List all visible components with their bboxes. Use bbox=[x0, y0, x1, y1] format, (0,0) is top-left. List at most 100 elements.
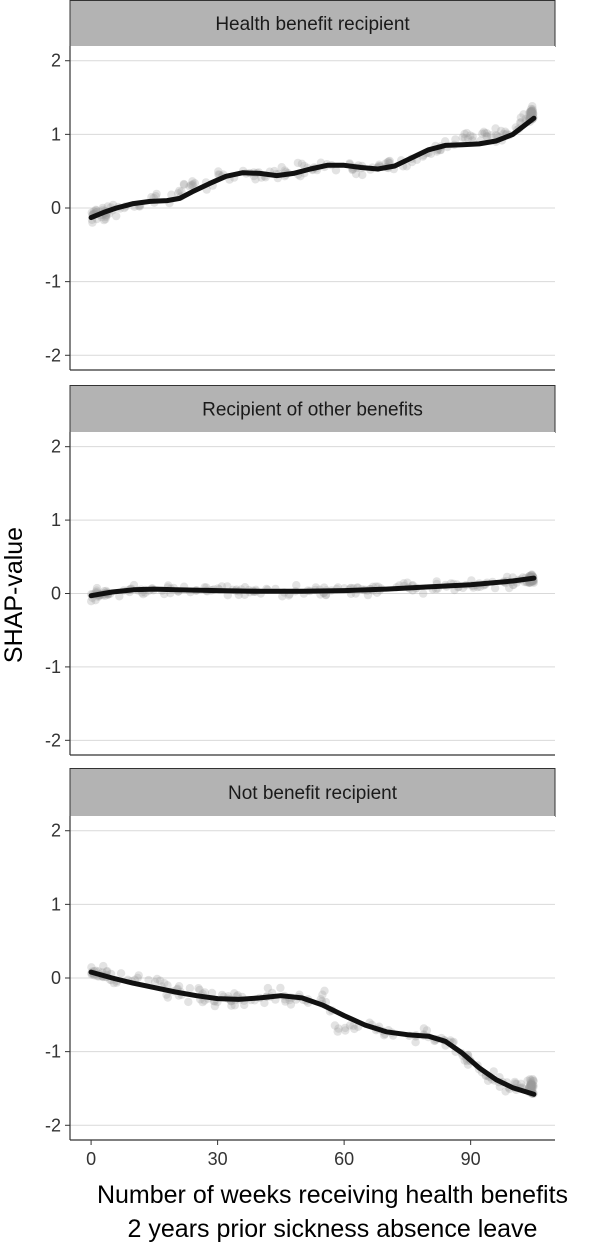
data-point bbox=[188, 177, 197, 186]
data-point bbox=[350, 1024, 359, 1034]
data-point bbox=[334, 1024, 343, 1033]
data-point bbox=[341, 1026, 350, 1035]
data-point bbox=[529, 1083, 538, 1092]
data-point bbox=[276, 983, 285, 993]
data-point bbox=[292, 581, 301, 590]
data-point bbox=[198, 997, 207, 1007]
data-point bbox=[462, 128, 471, 138]
data-point bbox=[527, 107, 536, 116]
data-point bbox=[496, 126, 506, 136]
y-tick-label: -1 bbox=[45, 272, 61, 292]
data-point bbox=[194, 984, 203, 993]
data-point bbox=[160, 978, 169, 988]
data-point bbox=[519, 110, 528, 119]
data-point bbox=[486, 131, 496, 140]
data-point bbox=[525, 1082, 535, 1091]
data-point bbox=[333, 1027, 342, 1036]
data-point bbox=[528, 1081, 537, 1090]
data-point bbox=[528, 108, 537, 117]
data-point bbox=[195, 985, 204, 995]
y-tick-label: 2 bbox=[51, 437, 61, 457]
data-point bbox=[419, 589, 428, 598]
data-point bbox=[358, 170, 367, 180]
y-tick-label: 2 bbox=[51, 821, 61, 841]
panel-title: Health benefit recipient bbox=[215, 14, 410, 35]
data-point bbox=[526, 1081, 535, 1090]
data-point bbox=[91, 596, 100, 605]
smooth-line bbox=[88, 115, 537, 221]
data-point bbox=[175, 186, 184, 196]
data-point bbox=[419, 1024, 429, 1033]
data-point bbox=[403, 578, 412, 587]
data-point bbox=[527, 106, 536, 116]
data-point bbox=[528, 108, 537, 117]
data-point bbox=[526, 107, 535, 117]
data-point bbox=[185, 984, 195, 993]
data-point bbox=[501, 127, 510, 136]
data-point bbox=[526, 1080, 535, 1089]
data-point bbox=[91, 205, 101, 214]
data-point bbox=[139, 590, 148, 599]
data-point bbox=[331, 166, 341, 175]
data-point bbox=[432, 577, 441, 586]
panel-strip bbox=[69, 385, 556, 433]
data-point bbox=[526, 1078, 536, 1087]
data-point bbox=[460, 134, 470, 143]
data-point bbox=[163, 993, 172, 1002]
data-point bbox=[479, 127, 488, 136]
y-tick-label: 0 bbox=[51, 198, 61, 218]
data-point bbox=[501, 1087, 510, 1096]
data-point bbox=[528, 1075, 537, 1084]
data-point bbox=[482, 129, 492, 138]
y-tick-label: 0 bbox=[51, 584, 61, 604]
x-tick-label: 0 bbox=[86, 1149, 96, 1169]
data-point bbox=[227, 1001, 236, 1010]
data-point bbox=[112, 211, 121, 221]
data-point bbox=[185, 182, 194, 191]
data-point bbox=[345, 1021, 355, 1030]
data-point bbox=[527, 106, 537, 115]
data-point bbox=[528, 1080, 537, 1090]
x-tick-label: 90 bbox=[461, 1149, 481, 1169]
data-point bbox=[150, 978, 160, 987]
data-point bbox=[490, 583, 500, 593]
data-point bbox=[491, 131, 501, 140]
data-point bbox=[529, 109, 538, 118]
data-point bbox=[152, 974, 162, 984]
data-point bbox=[179, 179, 189, 189]
data-point bbox=[251, 175, 260, 184]
data-point bbox=[529, 1077, 538, 1086]
x-tick-label: 30 bbox=[208, 1149, 228, 1169]
data-point bbox=[330, 1021, 340, 1030]
data-point bbox=[510, 1077, 519, 1087]
y-tick-label: 0 bbox=[51, 968, 61, 988]
data-point bbox=[402, 162, 411, 171]
y-axis-title: SHAP-value bbox=[0, 527, 28, 663]
data-point bbox=[525, 108, 534, 118]
data-point bbox=[528, 105, 537, 114]
data-point bbox=[527, 1080, 536, 1090]
panel-title: Not benefit recipient bbox=[228, 783, 398, 804]
data-point bbox=[115, 592, 124, 601]
data-point bbox=[422, 1026, 432, 1035]
y-tick-label: -2 bbox=[45, 345, 61, 365]
data-point bbox=[230, 1001, 239, 1010]
data-point bbox=[528, 102, 537, 111]
data-point bbox=[478, 129, 487, 138]
data-point bbox=[144, 975, 153, 985]
data-point bbox=[527, 107, 536, 116]
data-point bbox=[527, 108, 536, 118]
data-point bbox=[230, 989, 239, 998]
data-point bbox=[527, 1082, 536, 1092]
data-point bbox=[527, 1079, 536, 1088]
data-point bbox=[468, 132, 477, 141]
data-point bbox=[297, 159, 307, 168]
data-point bbox=[179, 180, 189, 189]
data-point bbox=[129, 580, 139, 590]
data-point bbox=[88, 218, 97, 227]
data-point bbox=[529, 1081, 538, 1090]
data-point bbox=[187, 180, 196, 190]
data-point bbox=[101, 214, 110, 224]
data-point bbox=[466, 131, 475, 140]
